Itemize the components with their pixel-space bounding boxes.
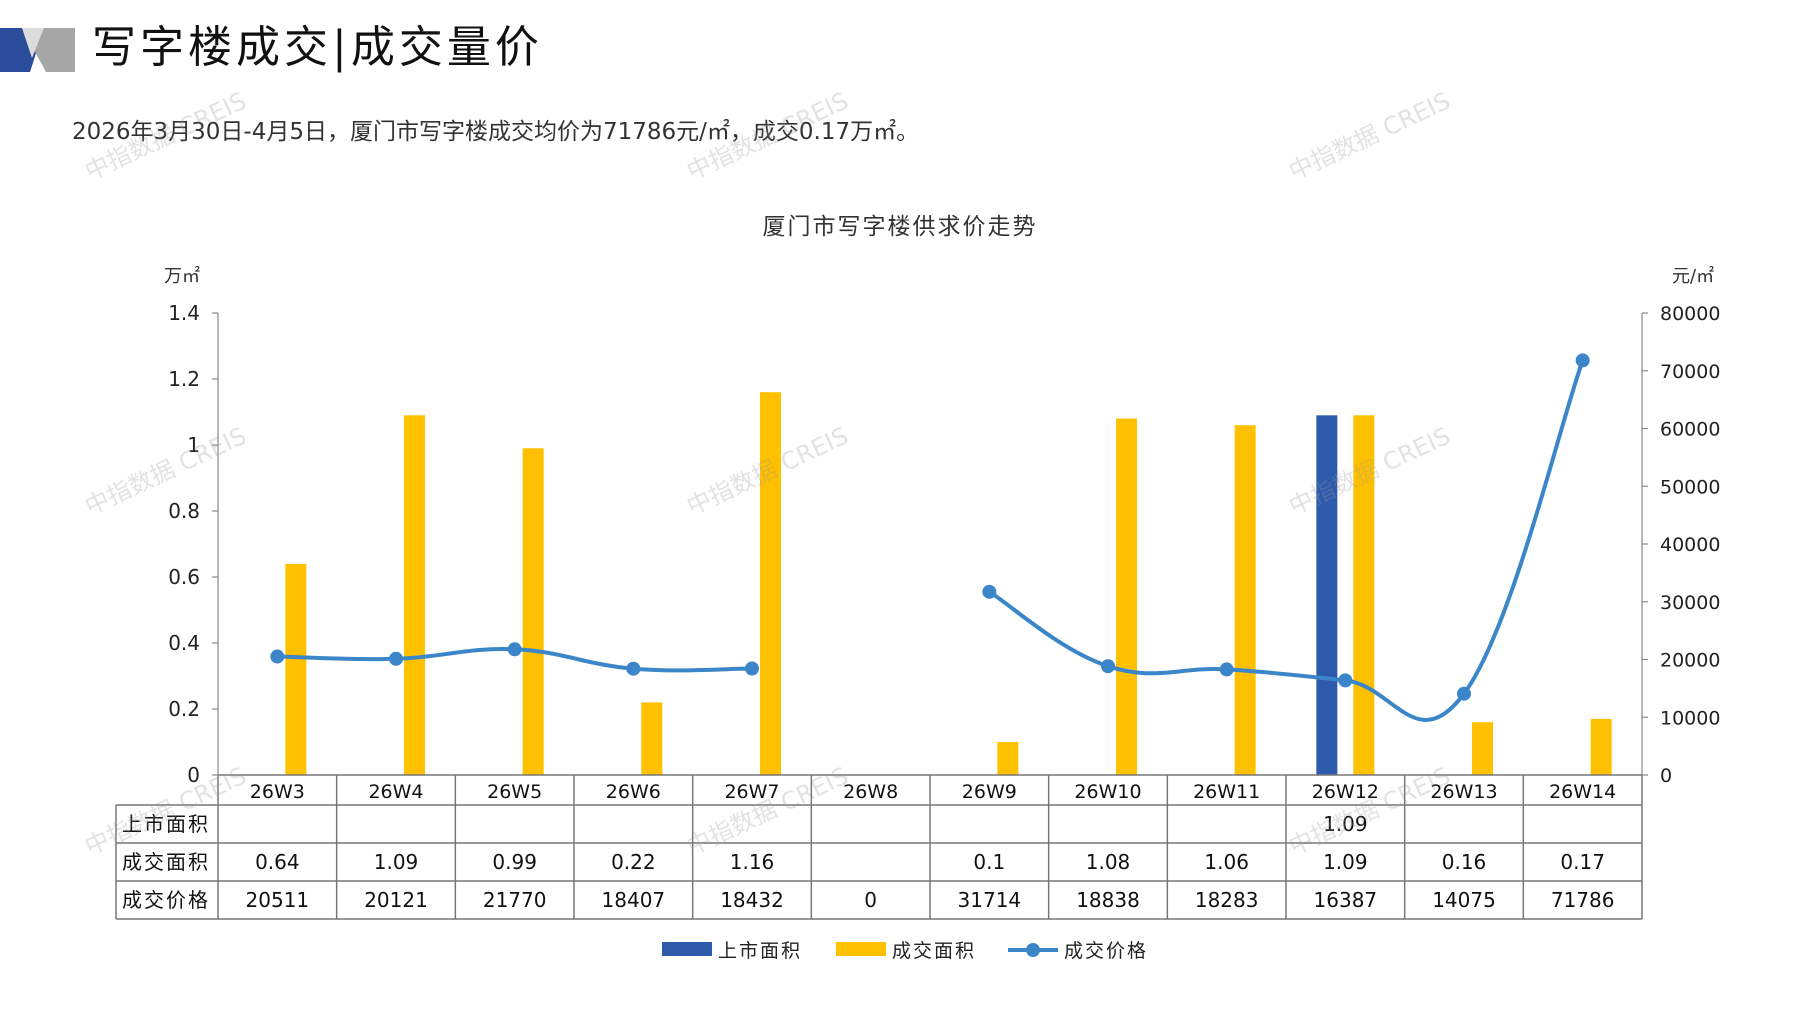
data-label: 20121 [364, 888, 428, 912]
price-point [982, 584, 997, 599]
bar-deal [404, 415, 425, 775]
legend-swatch-price-marker [1026, 943, 1040, 957]
price-point [1575, 353, 1590, 368]
table-row-header: 成交价格 [122, 888, 210, 912]
legend-swatch-deal [836, 942, 886, 956]
price-point [745, 661, 759, 676]
category-label: 26W13 [1430, 781, 1497, 803]
price-point [1457, 686, 1471, 701]
y-left-tick-label: 0 [187, 763, 200, 787]
legend-swatch-supply [662, 942, 712, 956]
bar-deal [285, 563, 307, 775]
y-right-tick-label: 0 [1660, 765, 1672, 787]
category-label: 26W4 [368, 781, 423, 803]
table-row-header: 成交面积 [122, 850, 210, 874]
data-label: 1.08 [1086, 850, 1131, 874]
bar-deal [1472, 722, 1493, 775]
bar-deal [1234, 425, 1256, 775]
y-right-tick-label: 40000 [1660, 534, 1720, 556]
category-label: 26W7 [724, 781, 779, 803]
chart-title: 厦门市写字楼供求价走势 [763, 214, 1038, 240]
y-left-unit: 万㎡ [164, 265, 200, 287]
data-label: 1.09 [1323, 812, 1368, 836]
category-label: 26W11 [1193, 781, 1260, 803]
summary-text: 2026年3月30日-4月5日，厦门市写字楼成交均价为71786元/㎡，成交0.… [72, 119, 920, 145]
data-label: 14075 [1432, 888, 1496, 912]
data-label: 18838 [1076, 888, 1140, 912]
bar-supply [1316, 415, 1338, 775]
bar-deal [1353, 415, 1375, 775]
bar-deal [760, 392, 781, 775]
data-label: 18407 [602, 888, 666, 912]
data-label: 31714 [958, 888, 1022, 912]
table-row-header: 上市面积 [122, 812, 210, 836]
legend-label: 成交面积 [892, 940, 976, 962]
category-label: 26W6 [606, 781, 661, 803]
legend-label: 成交价格 [1064, 940, 1148, 962]
data-label: 0.64 [255, 850, 300, 874]
category-label: 26W5 [487, 781, 542, 803]
bar-deal [1590, 718, 1612, 775]
category-label: 26W14 [1549, 781, 1616, 803]
y-right-tick-label: 80000 [1660, 303, 1720, 325]
data-label: 0 [864, 888, 877, 912]
bar-deal [522, 448, 544, 775]
y-right-tick-label: 70000 [1660, 361, 1720, 383]
data-label: 1.06 [1204, 850, 1249, 874]
page-title: 写字楼成交|成交量价 [92, 22, 543, 73]
data-label: 18432 [720, 888, 784, 912]
category-label: 26W8 [843, 781, 898, 803]
category-label: 26W3 [250, 781, 305, 803]
y-left-tick-label: 0.6 [168, 565, 200, 589]
bar-deal [641, 702, 663, 775]
price-point [270, 649, 285, 664]
data-label: 1.09 [374, 850, 419, 874]
price-line [988, 359, 1585, 722]
y-right-tick-label: 10000 [1660, 707, 1720, 729]
data-label: 16387 [1314, 888, 1378, 912]
corner-logo [0, 28, 75, 72]
y-left-tick-label: 0.4 [168, 631, 200, 655]
price-point [507, 642, 522, 657]
y-right-tick-label: 30000 [1660, 592, 1720, 614]
bar-deal [1116, 418, 1137, 775]
y-right-tick-label: 60000 [1660, 419, 1720, 441]
price-point [626, 661, 641, 676]
y-right-unit: 元/㎡ [1672, 265, 1714, 287]
legend-label: 上市面积 [718, 940, 802, 962]
y-left-tick-label: 1 [187, 433, 200, 457]
price-point [389, 651, 403, 666]
category-label: 26W12 [1312, 781, 1379, 803]
data-label: 71786 [1551, 888, 1615, 912]
y-left-tick-label: 0.2 [168, 697, 200, 721]
data-label: 0.22 [611, 850, 656, 874]
data-label: 1.16 [730, 850, 775, 874]
y-left-tick-label: 1.4 [168, 301, 200, 325]
data-label: 1.09 [1323, 850, 1368, 874]
data-label: 21770 [483, 888, 547, 912]
y-right-tick-label: 50000 [1660, 476, 1720, 498]
data-label: 0.17 [1560, 850, 1605, 874]
data-label: 0.99 [492, 850, 537, 874]
y-left-tick-label: 1.2 [168, 367, 200, 391]
data-label: 20511 [246, 888, 310, 912]
price-point [1219, 662, 1234, 677]
bar-deal [997, 742, 1019, 775]
price-point [1101, 659, 1115, 674]
data-label: 0.16 [1442, 850, 1487, 874]
data-label: 18283 [1195, 888, 1259, 912]
category-label: 26W9 [962, 781, 1017, 803]
category-label: 26W10 [1074, 781, 1141, 803]
price-point [1338, 673, 1353, 688]
y-left-tick-label: 0.8 [168, 499, 200, 523]
data-label: 0.1 [973, 850, 1005, 874]
y-right-tick-label: 20000 [1660, 650, 1720, 672]
